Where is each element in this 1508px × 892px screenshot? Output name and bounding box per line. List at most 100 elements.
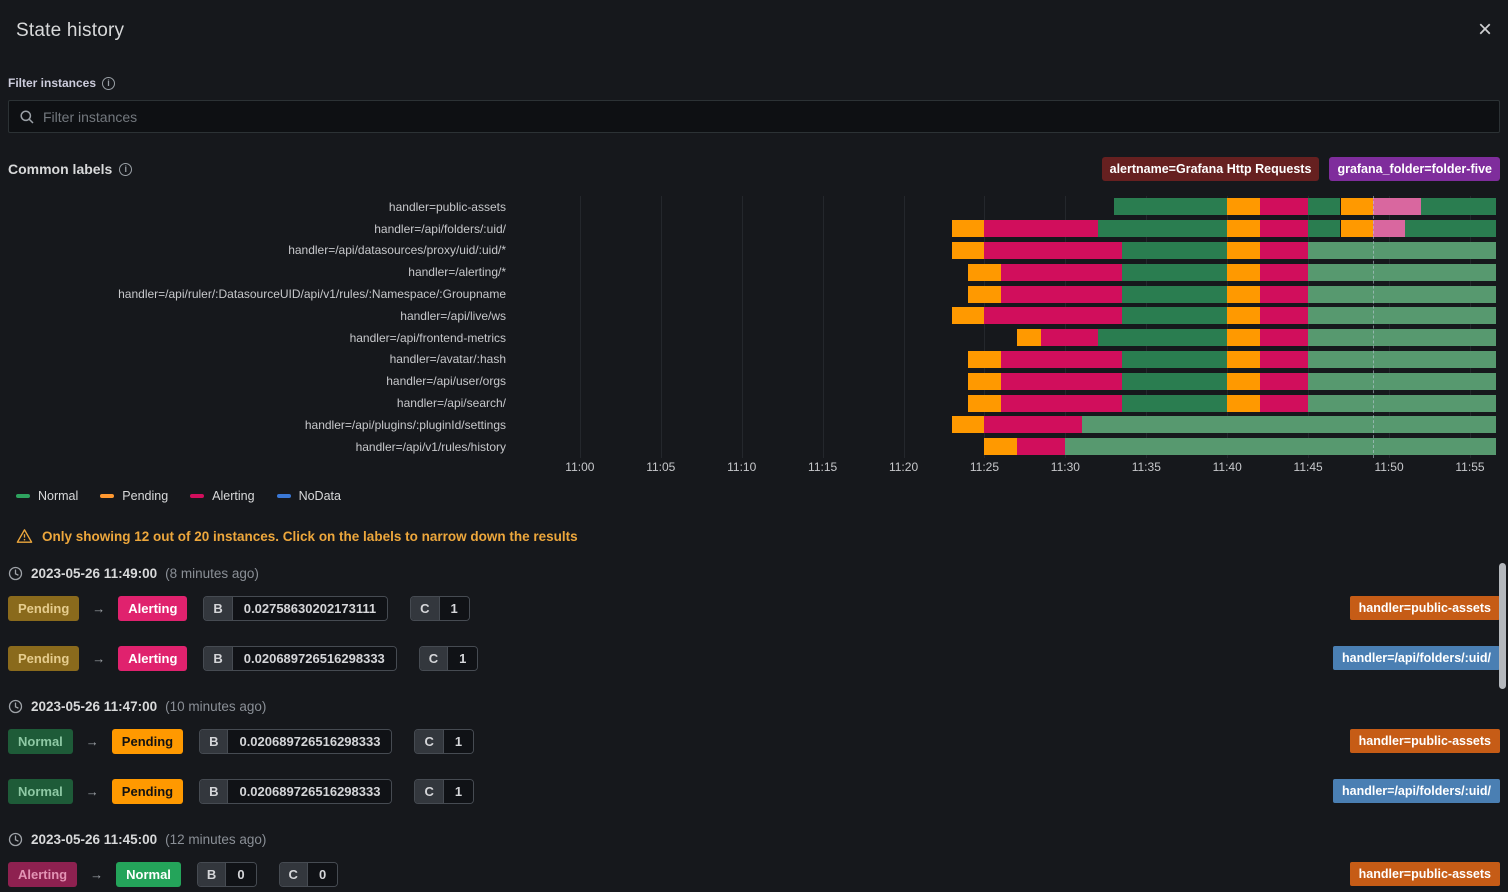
gridline	[1308, 196, 1310, 458]
timeline-row-label: handler=/api/search/	[396, 396, 506, 411]
state-segment-alerting	[984, 307, 1122, 325]
gridline	[1469, 196, 1471, 458]
state-segment-normal_light	[1308, 329, 1496, 347]
state-segment-normal_light	[1308, 394, 1496, 412]
x-axis-tick-label: 11:55	[1455, 460, 1485, 474]
state-segment-alerting	[1259, 350, 1309, 368]
state-segment-pending	[1227, 198, 1260, 216]
event-timestamp-ago: (10 minutes ago)	[165, 699, 267, 714]
state-segment-normal_light	[1081, 416, 1496, 434]
value-chip-key: C	[419, 646, 449, 670]
timeline-row: handler=/api/live/ws	[0, 305, 1508, 327]
legend-item-pending[interactable]: Pending	[100, 489, 168, 503]
state-segment-alerting	[984, 241, 1122, 259]
timeline-row-bars	[520, 392, 1508, 414]
chart-x-axis: 11:00 11:05 11:10 11:15 11:20 11:25 11:30 11:35…	[520, 460, 1508, 478]
common-label-badge[interactable]: alertname=Grafana Http Requests	[1101, 157, 1320, 181]
state-segment-normal	[1122, 307, 1228, 325]
instance-label-badge[interactable]: handler=/api/folders/:uid/	[1333, 646, 1500, 670]
timeline-row-bars	[520, 436, 1508, 458]
state-segment-alerting	[1259, 285, 1309, 303]
chart-gridlines	[520, 196, 1508, 458]
instance-label-badge[interactable]: handler=/api/folders/:uid/	[1333, 779, 1500, 803]
timeline-row-bars	[520, 283, 1508, 305]
state-segment-normal_light	[1308, 241, 1496, 259]
timeline-row: handler=/api/ruler/:DatasourceUID/api/v1…	[0, 283, 1508, 305]
event-timestamp-row: 2023-05-26 11:45:00 (12 minutes ago)	[8, 832, 1500, 847]
state-segment-alerting	[1259, 394, 1309, 412]
value-chip-b: B 0.020689726516298333	[199, 778, 393, 804]
state-segment-alerting_light	[1372, 220, 1406, 238]
state-transition-row: Pending → Alerting B 0.020689726516298333 C 1 h…	[8, 643, 1500, 673]
legend-swatch	[100, 494, 115, 498]
scrollbar-thumb[interactable]	[1499, 563, 1506, 689]
timeline-row: handler=/api/user/orgs	[0, 370, 1508, 392]
event-timestamp-ago: (8 minutes ago)	[165, 566, 259, 581]
state-segment-pending	[1227, 285, 1260, 303]
state-segment-pending	[968, 263, 1001, 281]
state-segment-pending	[1227, 263, 1260, 281]
state-segment-pending	[1340, 220, 1373, 238]
legend-item-normal[interactable]: Normal	[16, 489, 78, 503]
instance-label-badge[interactable]: handler=public-assets	[1349, 596, 1500, 620]
value-chip-value: 1	[443, 729, 474, 753]
x-axis-tick-label: 11:30	[1050, 460, 1080, 474]
instance-label-badge[interactable]: handler=public-assets	[1349, 729, 1500, 753]
state-segment-normal	[1097, 220, 1228, 238]
x-axis-tick-label: 11:40	[1212, 460, 1242, 474]
to-state-badge: Pending	[111, 728, 184, 754]
timeline-row-label-cell: handler=/api/search/	[0, 392, 520, 414]
value-chip-b: B 0.020689726516298333	[203, 645, 397, 671]
timeline-row-bars	[520, 240, 1508, 262]
instance-label-badge[interactable]: handler=public-assets	[1349, 862, 1500, 886]
timeline-row: handler=/api/datasources/proxy/uid/:uid/…	[0, 240, 1508, 262]
timeline-row-label: handler=/api/v1/rules/history	[355, 439, 506, 454]
value-chip-value: 1	[439, 596, 469, 620]
x-axis-tick-label: 11:15	[808, 460, 838, 474]
state-segment-pending	[952, 241, 985, 259]
clock-icon	[8, 566, 23, 581]
value-chip-key: B	[204, 596, 233, 620]
common-label-badge[interactable]: grafana_folder=folder-five	[1329, 157, 1500, 181]
gridline	[741, 196, 743, 458]
filter-instances-input[interactable]	[43, 108, 1489, 125]
state-segment-pending	[984, 438, 1017, 456]
state-segment-alerting	[1000, 350, 1123, 368]
state-segment-pending	[1340, 198, 1373, 216]
from-state-badge: Pending	[8, 645, 80, 671]
event-timestamp-row: 2023-05-26 11:49:00 (8 minutes ago)	[8, 566, 1500, 581]
state-segment-normal_light	[1065, 438, 1496, 456]
timeline-row-label: handler=/api/datasources/proxy/uid/:uid/…	[288, 243, 506, 258]
state-segment-normal	[1122, 394, 1228, 412]
state-segment-pending	[968, 285, 1001, 303]
clock-icon	[8, 699, 23, 714]
legend-swatch	[276, 494, 291, 498]
state-history-event-list: 2023-05-26 11:49:00 (8 minutes ago) Pendin…	[8, 566, 1500, 892]
close-button[interactable]: ×	[1477, 16, 1492, 43]
state-segment-normal_light	[1308, 285, 1496, 303]
state-segment-alerting	[1259, 372, 1309, 390]
value-chip-value: 0.02758630202173111	[232, 596, 388, 620]
state-segment-normal	[1421, 198, 1496, 216]
timeline-row-bars	[520, 327, 1508, 349]
state-segment-pending	[952, 220, 985, 238]
timeline-row-label-cell: handler=/api/v1/rules/history	[0, 436, 520, 458]
timeline-row-label-cell: handler=/api/frontend-metrics	[0, 327, 520, 349]
state-segment-pending	[968, 372, 1001, 390]
state-segment-normal	[1122, 372, 1228, 390]
state-transition-row: Normal → Pending B 0.020689726516298333 C 1 han…	[8, 726, 1500, 756]
legend-label: NoData	[298, 489, 341, 503]
timeline-row: handler=/api/frontend-metrics	[0, 327, 1508, 349]
value-chip-value: 1	[448, 646, 478, 670]
legend-item-nodata[interactable]: NoData	[276, 489, 341, 503]
timeline-row-label: handler=/api/frontend-metrics	[349, 330, 506, 345]
value-chip-value: 0.020689726516298333	[228, 729, 392, 753]
common-labels-badges: alertname=Grafana Http Requests grafana_f…	[1101, 157, 1500, 181]
legend-item-alerting[interactable]: Alerting	[190, 489, 255, 503]
value-chip-key: B	[204, 646, 233, 670]
state-segment-normal_light	[1308, 372, 1496, 390]
timeline-row-bars	[520, 196, 1508, 218]
